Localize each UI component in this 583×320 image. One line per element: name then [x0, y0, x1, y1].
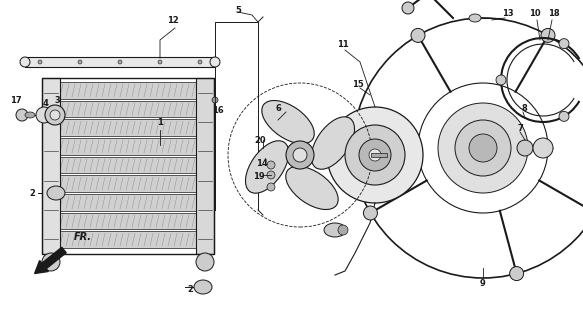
Text: 18: 18	[548, 9, 560, 18]
Ellipse shape	[25, 112, 35, 118]
Text: 2: 2	[187, 285, 193, 294]
Bar	[42, 78, 214, 254]
Circle shape	[469, 134, 497, 162]
Bar	[60, 175, 196, 192]
Circle shape	[517, 140, 533, 156]
Circle shape	[38, 60, 42, 64]
Bar	[371, 153, 387, 157]
Text: 2: 2	[29, 188, 35, 197]
Text: 5: 5	[235, 5, 241, 14]
FancyArrow shape	[34, 247, 66, 274]
Bar	[42, 78, 60, 254]
Bar	[60, 194, 196, 211]
Circle shape	[438, 103, 528, 193]
Circle shape	[78, 60, 82, 64]
Circle shape	[369, 149, 381, 161]
Circle shape	[510, 267, 524, 281]
Text: 6: 6	[275, 103, 281, 113]
Text: 16: 16	[212, 106, 224, 115]
Text: 17: 17	[10, 95, 22, 105]
Bar	[60, 101, 196, 117]
Text: 12: 12	[167, 15, 179, 25]
Text: 3: 3	[54, 95, 60, 105]
Circle shape	[345, 125, 405, 185]
Text: 19: 19	[253, 172, 265, 180]
Circle shape	[50, 110, 60, 120]
Bar	[196, 78, 214, 254]
Circle shape	[559, 111, 569, 121]
Bar	[60, 213, 196, 229]
Circle shape	[45, 105, 65, 125]
Ellipse shape	[286, 166, 338, 210]
Circle shape	[16, 109, 28, 121]
Circle shape	[196, 253, 214, 271]
Text: 1: 1	[157, 117, 163, 126]
Bar	[60, 138, 196, 155]
Circle shape	[359, 139, 391, 171]
Circle shape	[198, 60, 202, 64]
Circle shape	[455, 120, 511, 176]
Text: 20: 20	[254, 135, 266, 145]
Text: 10: 10	[529, 9, 541, 18]
Circle shape	[210, 57, 220, 67]
Circle shape	[36, 107, 52, 123]
Circle shape	[293, 148, 307, 162]
Text: 14: 14	[256, 158, 268, 167]
Circle shape	[267, 183, 275, 191]
Text: FR.: FR.	[74, 232, 92, 242]
Circle shape	[533, 138, 553, 158]
Text: 4: 4	[42, 99, 48, 108]
Ellipse shape	[311, 117, 354, 169]
Circle shape	[411, 28, 425, 43]
Bar	[60, 119, 196, 136]
Text: 8: 8	[521, 103, 527, 113]
Text: 9: 9	[480, 278, 486, 287]
Circle shape	[20, 57, 30, 67]
Circle shape	[402, 2, 414, 14]
Bar	[60, 82, 196, 99]
Bar	[60, 231, 196, 248]
Circle shape	[541, 28, 555, 43]
Circle shape	[118, 60, 122, 64]
Circle shape	[267, 161, 275, 169]
Ellipse shape	[194, 280, 212, 294]
Circle shape	[286, 141, 314, 169]
Ellipse shape	[47, 186, 65, 200]
Circle shape	[327, 107, 423, 203]
Text: 7: 7	[517, 124, 523, 132]
Ellipse shape	[262, 100, 314, 144]
Ellipse shape	[469, 14, 481, 22]
Text: 15: 15	[352, 79, 364, 89]
Circle shape	[363, 206, 377, 220]
Text: 11: 11	[337, 39, 349, 49]
Ellipse shape	[245, 141, 289, 193]
Circle shape	[42, 253, 60, 271]
Text: 13: 13	[502, 9, 514, 18]
Bar	[60, 157, 196, 173]
Circle shape	[496, 75, 506, 85]
Circle shape	[158, 60, 162, 64]
Circle shape	[338, 225, 348, 235]
Circle shape	[212, 97, 218, 103]
Bar	[25, 57, 215, 67]
Circle shape	[267, 171, 275, 179]
Circle shape	[559, 39, 569, 49]
Ellipse shape	[324, 223, 346, 237]
